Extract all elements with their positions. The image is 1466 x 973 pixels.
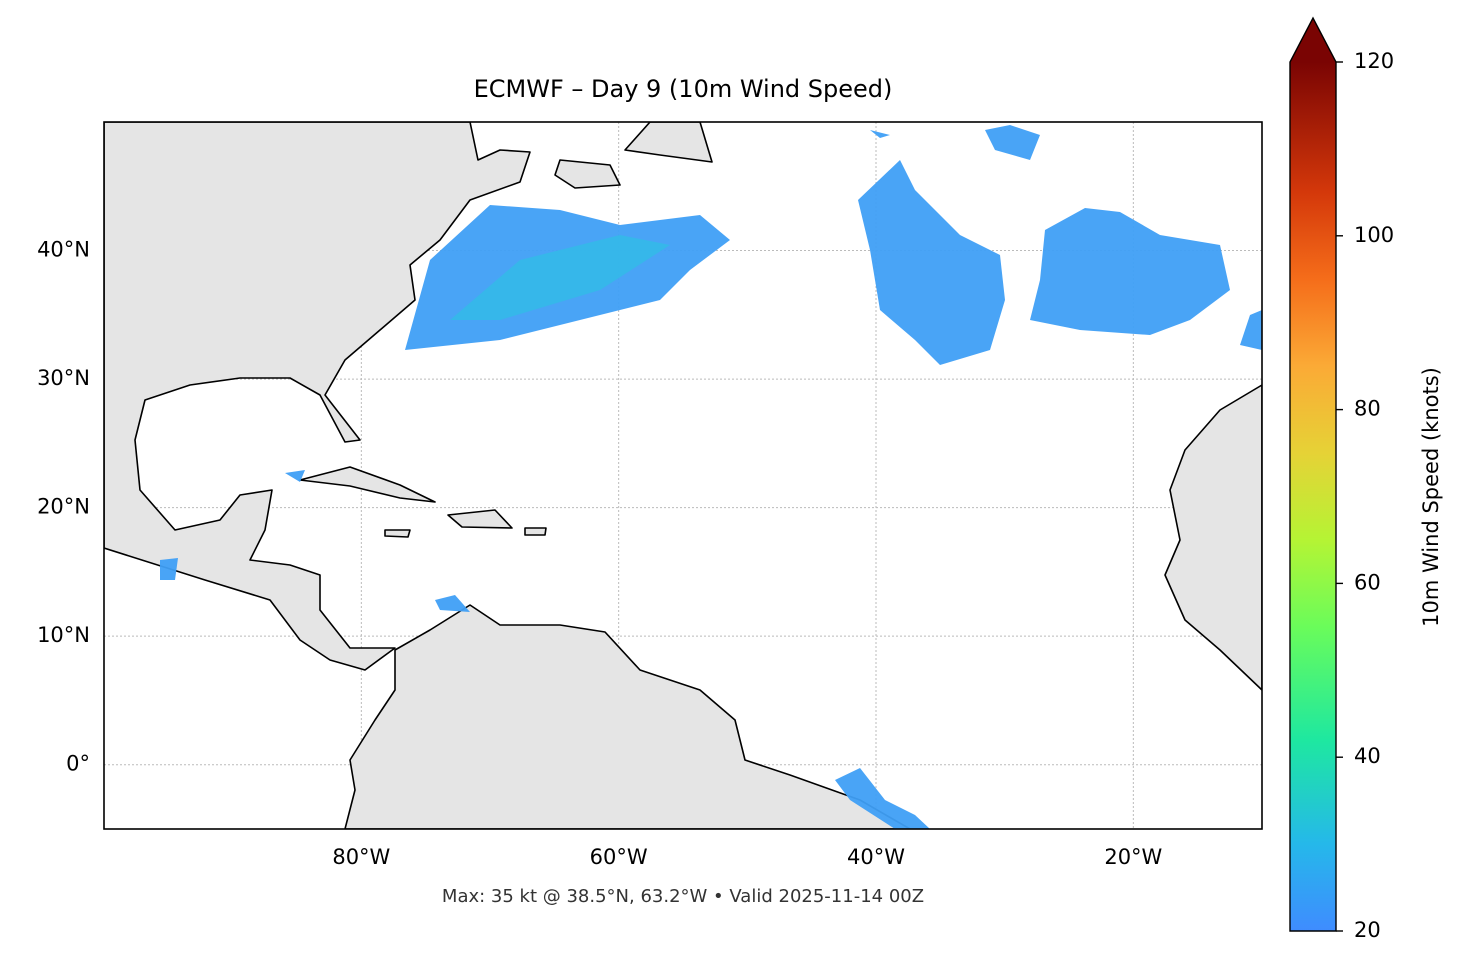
wind-field: [870, 125, 1040, 160]
y-tick-label: 30°N: [37, 366, 90, 390]
x-tick-label: 40°W: [847, 845, 905, 869]
y-tick-label: 20°N: [37, 495, 90, 519]
wind-field: [1030, 208, 1230, 335]
colorbar-tick-label: 40: [1354, 744, 1381, 768]
y-tick-label: 40°N: [37, 238, 90, 262]
colorbar: [1290, 62, 1336, 931]
africa: [1164, 384, 1262, 691]
colorbar-label: 10m Wind Speed (knots): [1419, 367, 1443, 627]
north-america: [104, 122, 531, 671]
map-frame: [103, 121, 1263, 830]
south-america: [344, 604, 911, 829]
x-tick-label: 80°W: [332, 845, 390, 869]
colorbar-tick-label: 80: [1354, 397, 1381, 421]
colorbar-tick-label: 120: [1354, 49, 1394, 73]
wind-field: [858, 160, 1005, 365]
x-tick-label: 60°W: [590, 845, 648, 869]
colorbar-frame: [1289, 16, 1337, 932]
hispaniola: [384, 509, 547, 538]
y-tick-label: 0°: [66, 752, 90, 776]
map-layer: [104, 122, 1262, 829]
colorbar-tick-label: 60: [1354, 570, 1381, 594]
caption: Max: 35 kt @ 38.5°N, 63.2°W • Valid 2025…: [442, 886, 924, 907]
x-tick-label: 20°W: [1104, 845, 1162, 869]
y-tick-label: 10°N: [37, 623, 90, 647]
colorbar-tick-label: 20: [1354, 918, 1381, 942]
wind-field: [450, 235, 670, 320]
colorbar-tick-label: 100: [1354, 223, 1394, 247]
colorbar-extend: [1290, 18, 1336, 62]
chart-title: ECMWF – Day 9 (10m Wind Speed): [474, 75, 893, 103]
canada-maritimes: [554, 122, 713, 189]
cuba: [299, 466, 436, 503]
